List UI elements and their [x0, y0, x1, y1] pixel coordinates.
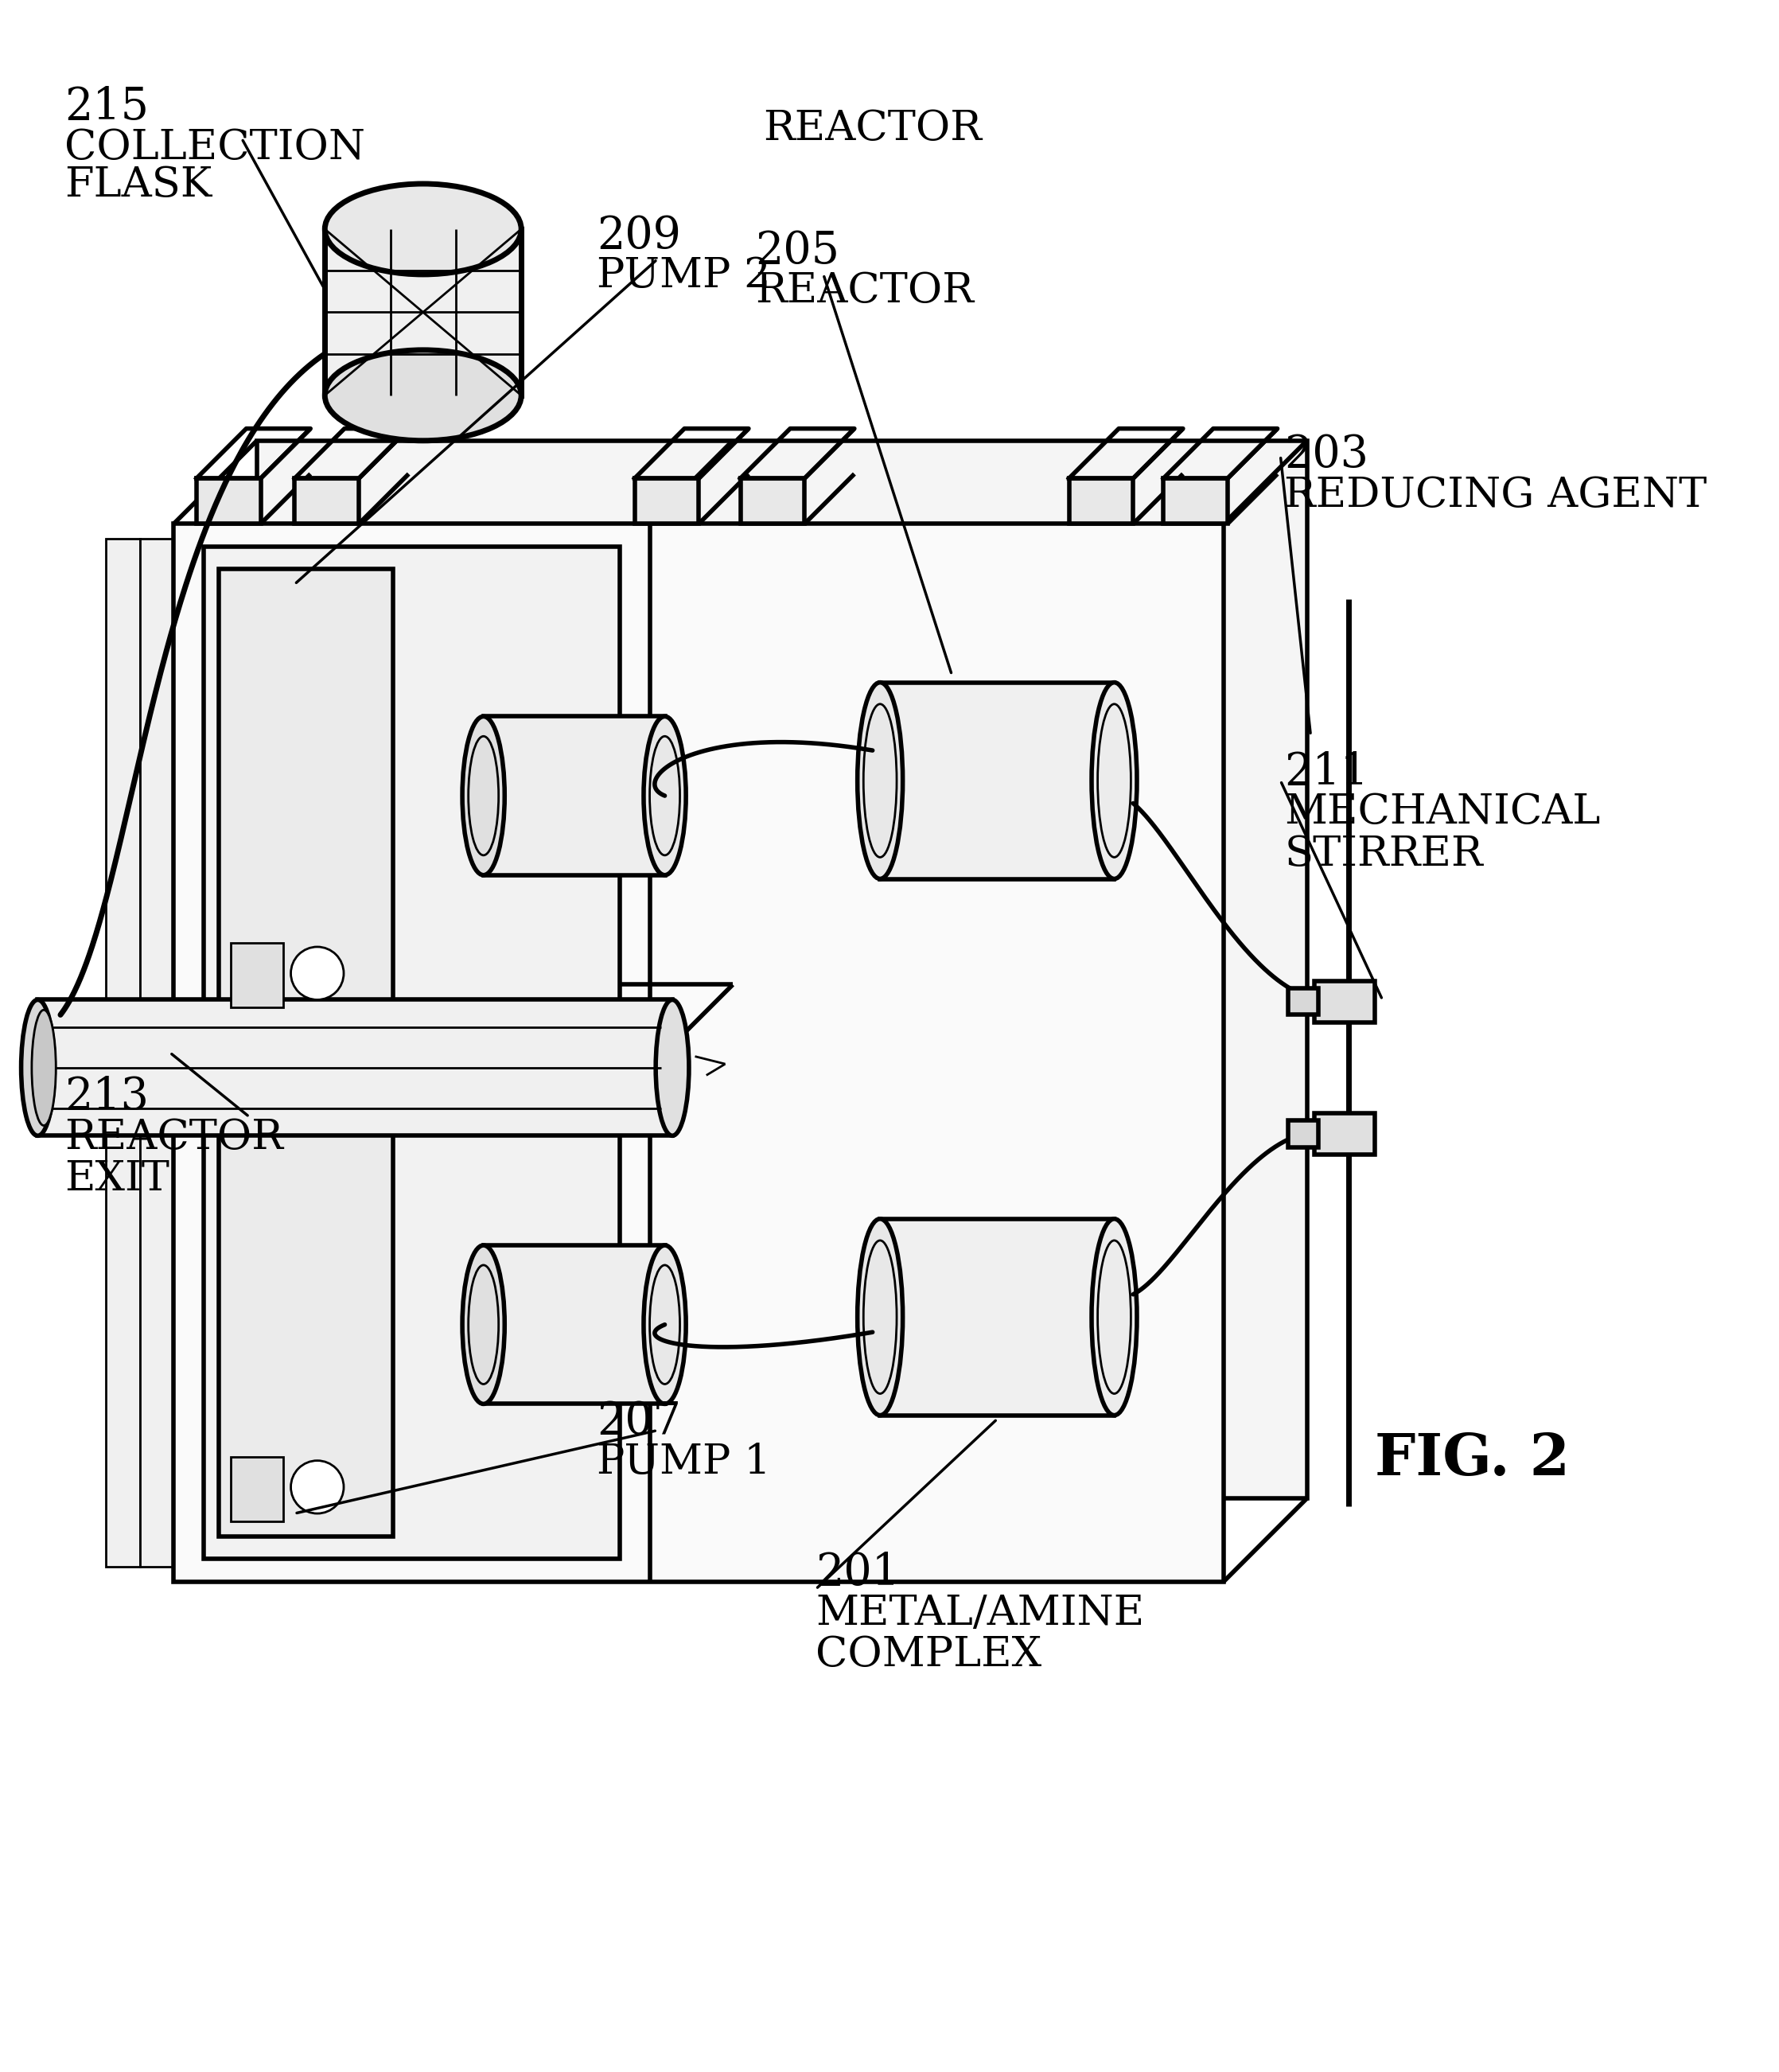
Text: PUMP 2: PUMP 2 — [596, 255, 770, 296]
Bar — [256, 441, 1308, 1498]
Bar — [205, 547, 619, 1044]
Text: REACTOR: REACTOR — [763, 108, 982, 149]
Bar — [881, 682, 1114, 879]
Bar — [37, 999, 672, 1135]
Bar — [740, 479, 804, 524]
Bar — [105, 539, 141, 1566]
Ellipse shape — [1092, 682, 1137, 879]
Bar — [1315, 980, 1375, 1021]
Text: EXIT: EXIT — [64, 1158, 169, 1200]
Text: STIRRER: STIRRER — [1284, 833, 1484, 874]
Bar — [231, 943, 283, 1007]
Bar — [1069, 479, 1133, 524]
Bar — [219, 570, 393, 1021]
Bar — [1288, 988, 1318, 1015]
Bar — [484, 717, 665, 874]
Bar — [231, 1457, 283, 1521]
Bar — [174, 524, 1224, 1581]
Text: 213: 213 — [64, 1075, 149, 1119]
Bar — [196, 479, 262, 524]
Bar — [484, 1245, 665, 1405]
Ellipse shape — [656, 999, 688, 1135]
Text: REACTOR: REACTOR — [756, 271, 975, 311]
Bar — [635, 479, 699, 524]
Text: MECHANICAL: MECHANICAL — [1284, 792, 1601, 833]
Ellipse shape — [290, 1461, 343, 1513]
Text: REACTOR: REACTOR — [64, 1117, 283, 1158]
Text: METAL/AMINE: METAL/AMINE — [817, 1593, 1144, 1633]
Bar — [295, 479, 359, 524]
Ellipse shape — [857, 682, 902, 879]
Text: 215: 215 — [64, 85, 149, 128]
Bar — [1315, 1113, 1375, 1154]
Ellipse shape — [463, 1245, 505, 1405]
Bar — [1288, 1121, 1318, 1148]
Ellipse shape — [290, 947, 343, 999]
Text: 211: 211 — [1284, 750, 1368, 794]
Ellipse shape — [326, 184, 521, 274]
Bar — [1163, 479, 1228, 524]
Ellipse shape — [1092, 1218, 1137, 1415]
Bar — [141, 539, 174, 1566]
Bar — [219, 1113, 393, 1535]
Bar — [326, 230, 521, 396]
Text: 207: 207 — [596, 1401, 681, 1444]
Ellipse shape — [326, 350, 521, 441]
Text: FIG. 2: FIG. 2 — [1375, 1430, 1569, 1488]
Ellipse shape — [857, 1218, 902, 1415]
Text: 201: 201 — [817, 1552, 900, 1595]
Ellipse shape — [644, 717, 687, 874]
Text: PUMP 1: PUMP 1 — [596, 1442, 770, 1481]
Ellipse shape — [21, 999, 55, 1135]
Text: 205: 205 — [756, 230, 840, 274]
Text: REDUCING AGENT: REDUCING AGENT — [1284, 474, 1706, 516]
Text: FLASK: FLASK — [64, 166, 212, 205]
Ellipse shape — [32, 1009, 55, 1125]
Text: 203: 203 — [1284, 433, 1368, 477]
Text: COMPLEX: COMPLEX — [817, 1635, 1042, 1674]
Ellipse shape — [644, 1245, 687, 1405]
Bar — [881, 1218, 1114, 1415]
Ellipse shape — [463, 717, 505, 874]
Text: COLLECTION: COLLECTION — [64, 126, 365, 168]
Text: 209: 209 — [596, 213, 681, 257]
Bar — [205, 1090, 619, 1558]
